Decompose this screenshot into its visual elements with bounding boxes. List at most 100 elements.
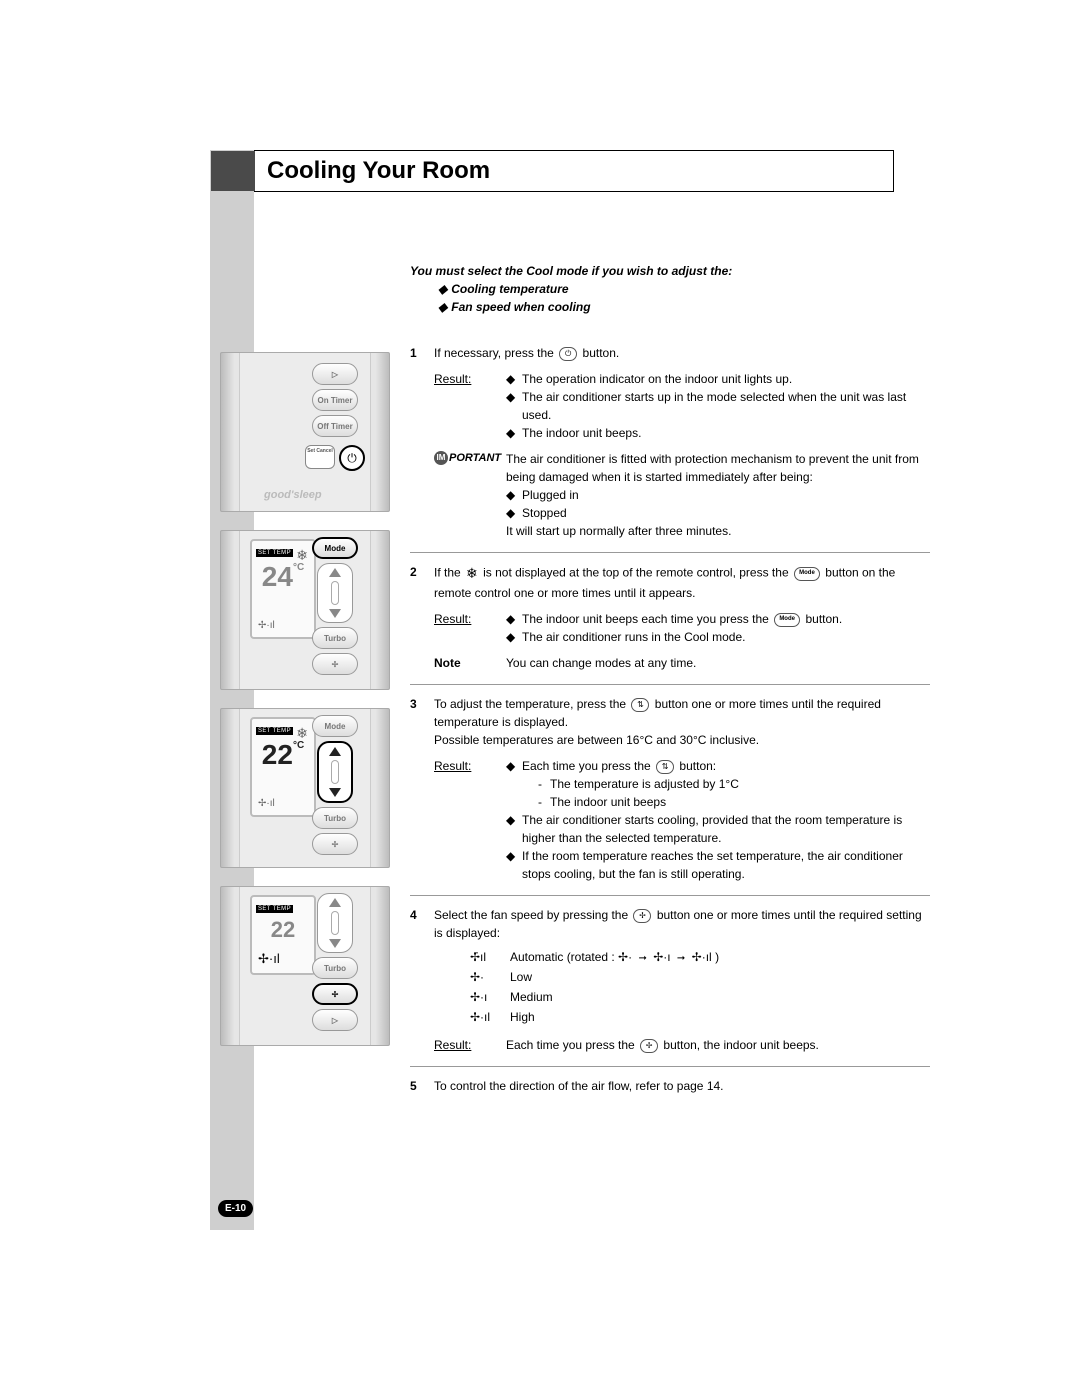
result-item: Each time you press the — [506, 1038, 638, 1052]
title-bar: Cooling Your Room — [254, 150, 894, 192]
fan-speed-table: ✢̇ıl Automatic (rotated : ✢· ➞ ✢·ı ➞ ✢·ı… — [470, 948, 930, 1026]
snowflake-icon: ❄ — [296, 725, 308, 742]
result-item: The indoor unit beeps each time you pres… — [522, 612, 772, 626]
result-item: Each time you press the — [522, 759, 654, 773]
step-1: 1 If necessary, press the ⏻ button. Resu… — [410, 334, 930, 553]
on-timer-button: On Timer — [312, 389, 358, 411]
page-title: Cooling Your Room — [267, 157, 881, 185]
lcd-temp-value: 24°C — [252, 563, 314, 591]
step-text: Select the fan speed by pressing the — [434, 908, 631, 922]
result-item: The operation indicator on the indoor un… — [522, 370, 792, 388]
fan-auto-tail: ) — [715, 950, 719, 964]
result-item: The air conditioner runs in the Cool mod… — [522, 628, 745, 646]
set-temp-label: SET TEMP — [256, 905, 293, 913]
fan-indicator-icon: ✢·ıl — [258, 951, 280, 967]
note-label: Note — [434, 654, 506, 672]
lcd-display: ❄ SET TEMP 22°C ✢·ıl — [250, 717, 316, 817]
lcd-display: SET TEMP 22 ✢·ıl — [250, 895, 316, 975]
important-tail: It will start up normally after three mi… — [506, 522, 930, 540]
fan-seq-icon: ✢·ı — [653, 950, 670, 964]
dash-item: The temperature is adjusted by 1°C — [550, 775, 739, 793]
power-icon: ⏻ — [559, 347, 577, 361]
off-timer-button: Off Timer — [312, 415, 358, 437]
swing-button: ▷ — [312, 1009, 358, 1031]
set-cancel-button: Set Cancel — [305, 445, 335, 469]
set-temp-label: SET TEMP — [256, 727, 293, 735]
important-item: Stopped — [522, 504, 567, 522]
step-5: 5 To control the direction of the air fl… — [410, 1067, 930, 1107]
turbo-button: Turbo — [312, 807, 358, 829]
intro-lead: You must select the Cool mode if you wis… — [410, 262, 930, 280]
fan-med-label: Medium — [510, 988, 553, 1006]
swing-button: ▷ — [312, 363, 358, 385]
step-text: If the — [434, 566, 464, 580]
important-item: Plugged in — [522, 486, 579, 504]
fan-high-icon: ✢·ıl — [470, 1008, 510, 1026]
step-3: 3 To adjust the temperature, press the ⇅… — [410, 685, 930, 896]
result-label: Result: — [434, 757, 506, 775]
turbo-button: Turbo — [312, 627, 358, 649]
title-bar-accent — [211, 151, 255, 191]
result-item: The air conditioner starts up in the mod… — [522, 388, 930, 424]
fan-low-label: Low — [510, 968, 532, 986]
result-item: The air conditioner starts cooling, prov… — [522, 811, 930, 847]
step-text: To control the direction of the air flow… — [434, 1077, 930, 1095]
remote-fig-3: ❄ SET TEMP 22°C ✢·ıl Mode Turbo ✢ — [220, 708, 390, 868]
step-text: is not displayed at the top of the remot… — [483, 566, 792, 580]
mode-button: Mode — [312, 537, 358, 559]
fan-seq-icon: ✢·ıl — [692, 950, 712, 964]
note-text: You can change modes at any time. — [506, 654, 930, 672]
remote-fig-2: ❄ SET TEMP 24°C ✢·ıl Mode Turbo ✢ — [220, 530, 390, 690]
result-item: button. — [802, 612, 842, 626]
fan-high-label: High — [510, 1008, 535, 1026]
temp-arrows — [317, 741, 353, 803]
remote-fig-4: SET TEMP 22 ✢·ıl Turbo ✢ ▷ — [220, 886, 390, 1046]
result-label: Result: — [434, 610, 506, 628]
lcd-temp-value: 22 — [252, 919, 314, 941]
fan-button-icon: ✢ — [640, 1039, 658, 1053]
set-temp-label: SET TEMP — [256, 549, 293, 557]
step-text: button. — [583, 346, 620, 360]
manual-page: Cooling Your Room ▷ On Timer Off Timer S… — [210, 150, 930, 1107]
important-label: IMPORTANT — [434, 450, 506, 467]
step-number: 5 — [410, 1077, 434, 1095]
fan-auto-label: Automatic (rotated : — [510, 950, 618, 964]
lcd-temp-value: 22°C — [252, 741, 314, 769]
fan-seq-icon: ✢· — [618, 950, 632, 964]
important-icon: IM — [434, 451, 448, 465]
intro-point: Cooling temperature — [451, 282, 568, 296]
result-item: button: — [679, 759, 716, 773]
temp-arrows — [317, 563, 353, 623]
fan-auto-icon: ✢̇ıl — [470, 948, 510, 966]
result-label: Result: — [434, 1036, 506, 1054]
fan-button: ✢ — [312, 983, 358, 1005]
fan-low-icon: ✢· — [470, 968, 510, 986]
step-text: If necessary, press the — [434, 346, 557, 360]
fan-button-icon: ✢ — [633, 909, 651, 923]
snowflake-icon: ❄ — [296, 547, 308, 564]
fan-indicator-icon: ✢·ıl — [258, 798, 275, 809]
mode-button: Mode — [312, 715, 358, 737]
power-button: ⏻ — [339, 445, 365, 471]
step-number: 3 — [410, 695, 434, 883]
power-icon: ⏻ — [347, 451, 357, 466]
fan-med-icon: ✢·ı — [470, 988, 510, 1006]
step-number: 1 — [410, 344, 434, 540]
remote-fig-1: ▷ On Timer Off Timer Set Cancel ⏻ good's… — [220, 352, 390, 512]
temp-button-icon: ⇅ — [656, 760, 674, 774]
fan-indicator-icon: ✢·ıl — [258, 620, 275, 631]
mode-button-icon: Mode — [774, 613, 800, 627]
temp-arrows — [317, 893, 353, 953]
page-number-badge: E-10 — [218, 1200, 253, 1217]
snowflake-icon: ❄ — [466, 565, 478, 581]
goodsleep-label: good'sleep — [264, 489, 322, 501]
intro-point: Fan speed when cooling — [451, 300, 590, 314]
instruction-text: You must select the Cool mode if you wis… — [400, 262, 930, 1107]
fan-button: ✢ — [312, 653, 358, 675]
step-text: To adjust the temperature, press the — [434, 697, 629, 711]
result-item: button, the indoor unit beeps. — [663, 1038, 818, 1052]
important-lead: The air conditioner is fitted with prote… — [506, 450, 930, 486]
result-item: The indoor unit beeps. — [522, 424, 641, 442]
lcd-display: ❄ SET TEMP 24°C ✢·ıl — [250, 539, 316, 639]
step-number: 4 — [410, 906, 434, 1054]
